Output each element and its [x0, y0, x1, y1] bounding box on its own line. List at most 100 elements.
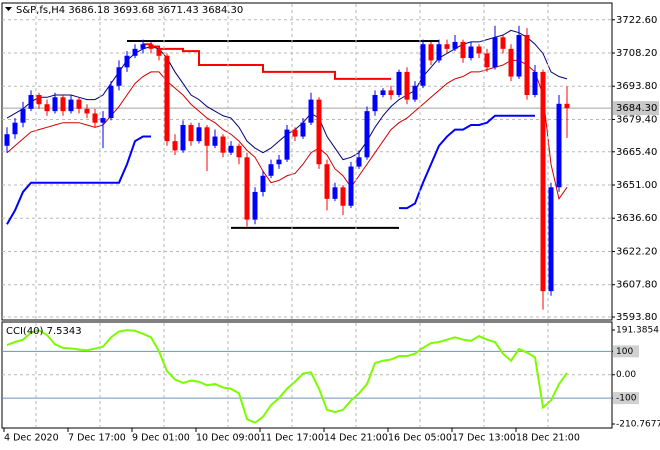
candle-body — [428, 44, 434, 61]
candle-body — [108, 85, 114, 119]
candle-body — [540, 71, 546, 292]
candle-body — [532, 71, 538, 95]
candle-body — [468, 46, 474, 59]
y-tick-label: 3679.40 — [616, 114, 657, 125]
candle-body — [524, 35, 530, 95]
last-price-box — [613, 101, 659, 116]
candle-body — [388, 90, 394, 95]
candle-body — [228, 145, 234, 153]
candle-body — [132, 48, 138, 56]
candle-body — [44, 104, 50, 112]
candle-body — [292, 129, 298, 137]
candle-body — [324, 164, 330, 199]
candle-body — [84, 108, 90, 114]
candle-body — [180, 125, 186, 151]
candle-body — [364, 111, 370, 158]
candle-body — [452, 41, 458, 49]
candle-body — [332, 187, 338, 199]
candle-body — [164, 55, 170, 142]
candle-body — [100, 118, 106, 123]
y-tick-label: 3708.20 — [616, 48, 657, 59]
candle-body — [420, 44, 426, 86]
candle-body — [116, 67, 122, 86]
candle-body — [500, 37, 506, 49]
y-tick-label: 0.00 — [616, 370, 636, 380]
candle-body — [564, 103, 570, 109]
candle-body — [436, 44, 442, 61]
candle-body — [156, 48, 162, 56]
candle-body — [556, 103, 562, 188]
cci-title: CCI(40) 7.5343 — [6, 326, 82, 337]
candle-body — [244, 157, 250, 220]
candle-body — [68, 99, 74, 112]
candle-body — [412, 85, 418, 100]
y-tick-label: 100 — [616, 347, 633, 357]
y-tick-label: 3636.60 — [616, 213, 657, 224]
candle-body — [212, 136, 218, 146]
menu-arrow — [5, 7, 12, 11]
candle-body — [220, 136, 226, 153]
candle-body — [548, 187, 554, 292]
indicator-line — [6, 135, 151, 225]
y-tick-label: 3693.80 — [616, 81, 657, 92]
candle-body — [268, 164, 274, 176]
candle-body — [404, 71, 410, 100]
candle-body — [340, 187, 346, 206]
candle-body — [356, 157, 362, 167]
x-tick-label: 18 Dec 21:00 — [516, 433, 580, 444]
candle-body — [28, 95, 34, 109]
y-tick-label: 191.3854 — [616, 326, 659, 336]
candle-body — [76, 99, 82, 109]
candle-body — [276, 159, 282, 165]
y-tick-label: 3622.20 — [616, 246, 657, 257]
candle-body — [476, 46, 482, 54]
y-tick-label: -100 — [616, 394, 637, 404]
indicator-line — [399, 114, 535, 210]
candle-body — [92, 113, 98, 123]
candle-body — [308, 99, 314, 123]
x-tick-label: 9 Dec 01:00 — [132, 433, 190, 444]
candle-body — [396, 71, 402, 95]
candle-body — [492, 37, 498, 68]
candle-body — [300, 122, 306, 137]
y-tick-label: 3593.80 — [616, 312, 657, 323]
y-tick-label: 3665.40 — [616, 147, 657, 158]
candle-body — [484, 53, 490, 68]
x-tick-label: 17 Dec 13:00 — [452, 433, 516, 444]
candle-body — [20, 108, 26, 123]
y-tick-label: 3722.60 — [616, 15, 657, 26]
candle-body — [508, 48, 514, 77]
x-tick-label: 10 Dec 09:00 — [196, 433, 260, 444]
candle-body — [196, 127, 202, 142]
candle-body — [252, 191, 258, 220]
candle-body — [260, 175, 266, 192]
level-label-box — [613, 345, 639, 358]
candle-body — [444, 44, 450, 49]
candle-body — [236, 145, 242, 158]
candle-body — [188, 125, 194, 142]
y-tick-label: 3607.80 — [616, 280, 657, 291]
candle-body — [60, 97, 66, 112]
candle-body — [284, 129, 290, 160]
candle-body — [348, 166, 354, 206]
chart-title: S&P,fs,H4 3686.18 3693.68 3671.43 3684.3… — [16, 5, 243, 16]
plot-layer: 3722.60 3708.20 3693.80 3679.40 3665.40 3651.… — [2, 4, 660, 444]
candle-body — [12, 122, 18, 135]
price-panel — [1, 2, 613, 321]
candle-body — [4, 134, 10, 146]
candle-body — [460, 41, 466, 59]
candle-body — [124, 55, 130, 68]
level-label-box — [613, 392, 639, 405]
candle-body — [172, 141, 178, 151]
indicator-line — [143, 43, 391, 80]
x-tick-label: 11 Dec 17:00 — [260, 433, 324, 444]
x-tick-label: 16 Dec 05:00 — [388, 433, 452, 444]
last-price-label: 3684.30 — [616, 103, 657, 114]
candle-body — [316, 99, 322, 165]
candle-body — [380, 90, 386, 95]
candle-body — [148, 44, 154, 49]
x-tick-label: 7 Dec 17:00 — [68, 433, 126, 444]
y-tick-label: -210.7677 — [616, 420, 660, 430]
